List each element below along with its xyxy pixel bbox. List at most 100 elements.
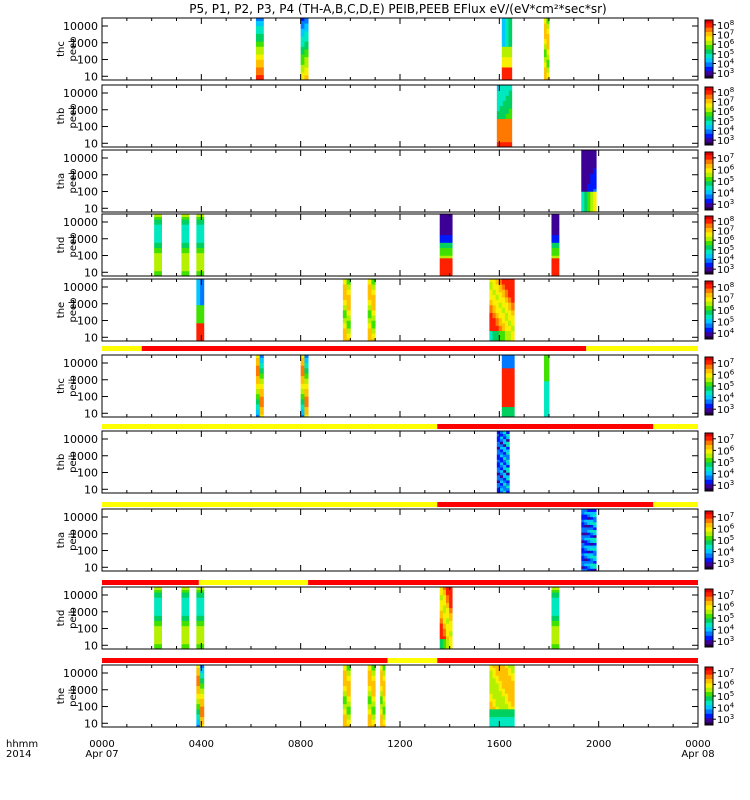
heatmap-cell [445, 625, 450, 629]
heatmap-cell [593, 527, 597, 531]
heatmap-cell [593, 550, 597, 554]
heatmap-cell [508, 286, 512, 290]
colorbar-cell [705, 130, 713, 133]
heatmap-cell [508, 690, 512, 694]
heatmap-cell [489, 721, 493, 725]
colorbar-cell [705, 95, 713, 98]
colorbar-cell [705, 377, 713, 380]
heatmap-cell [200, 221, 205, 225]
heatmap-cell [300, 396, 305, 400]
heatmap-cell [544, 59, 547, 63]
colorbar-cell [705, 110, 713, 113]
heatmap-cell [551, 628, 556, 632]
colorbar-cell [705, 154, 713, 157]
heatmap-cell [508, 406, 512, 410]
heatmap-cell [511, 388, 515, 392]
colorbar-cell [705, 636, 713, 639]
heatmap-cell [196, 322, 201, 326]
heatmap-cell [300, 28, 305, 32]
heatmap-cell [259, 378, 264, 382]
heatmap-cell [371, 338, 376, 342]
heatmap-cell [367, 677, 372, 681]
heatmap-cell [511, 297, 515, 301]
heatmap-cell [504, 714, 509, 718]
colorbar-cell [705, 323, 713, 325]
heatmap-cell [590, 173, 594, 177]
heatmap-cell [501, 317, 506, 321]
colorbar-cell [705, 186, 713, 189]
spectrogram-segment [367, 279, 376, 342]
heatmap-cell [503, 487, 507, 491]
heatmap-cell [445, 257, 450, 261]
heatmap-cell [449, 592, 453, 596]
colorbar-cell [705, 105, 713, 108]
heatmap-cell [504, 667, 509, 671]
heatmap-cell [505, 23, 509, 27]
heatmap-cell [587, 186, 591, 190]
colorbar-cell [705, 722, 713, 724]
heatmap-cell [185, 641, 190, 645]
heatmap-cell [492, 675, 496, 679]
heatmap-cell [185, 234, 190, 238]
heatmap-cell [181, 242, 186, 246]
heatmap-cell [300, 362, 305, 366]
heatmap-cell [499, 87, 504, 91]
colorbar-cell [705, 563, 713, 566]
heatmap-cell [590, 552, 594, 556]
heatmap-cell [498, 724, 503, 728]
colorbar-cell [705, 67, 713, 70]
heatmap-cell [196, 615, 201, 619]
colorbar-cell [705, 98, 713, 101]
heatmap-cell [489, 310, 493, 313]
colorbar-cell [705, 558, 713, 561]
heatmap-cell [511, 380, 515, 384]
heatmap-cell [504, 688, 509, 692]
colorbar-cell [705, 192, 713, 195]
colorbar-cell [705, 37, 713, 40]
heatmap-cell [495, 675, 500, 679]
heatmap-cell [300, 393, 305, 397]
heatmap-cell [382, 701, 386, 705]
heatmap-cell [504, 698, 509, 702]
heatmap-cell [489, 716, 493, 720]
heatmap-cell [551, 252, 556, 256]
heatmap-cell [498, 335, 503, 339]
heatmap-cell [442, 255, 447, 259]
heatmap-cell [508, 401, 512, 405]
heatmap-cell [508, 33, 513, 37]
heatmap-cell [495, 279, 500, 282]
time-axis-row-label-1: hhmm [6, 739, 38, 750]
heatmap-cell [196, 294, 201, 298]
heatmap-cell [154, 592, 159, 596]
heatmap-cell [587, 521, 591, 525]
heatmap-cell [544, 404, 547, 408]
y-tick-label: 10 [84, 407, 98, 420]
heatmap-cell [551, 625, 556, 629]
heatmap-cell [506, 438, 510, 442]
heatmap-cell [495, 322, 500, 326]
heatmap-cell [587, 209, 591, 213]
heatmap-cell [489, 672, 493, 676]
heatmap-cell [304, 370, 309, 374]
heatmap-cell [508, 708, 512, 712]
colorbar-cell [705, 684, 713, 687]
heatmap-cell [508, 108, 513, 112]
heatmap-cell [508, 721, 512, 725]
heatmap-cell [154, 607, 159, 611]
colorbar-cell [705, 412, 713, 414]
heatmap-cell [449, 268, 453, 272]
heatmap-cell [504, 380, 509, 384]
heatmap-cell [380, 690, 384, 694]
heatmap-cell [255, 355, 261, 358]
heatmap-cell [546, 49, 550, 52]
heatmap-cell [587, 527, 591, 531]
colorbar-cell [705, 34, 713, 37]
heatmap-cell [511, 675, 515, 679]
heatmap-cell [200, 703, 205, 707]
heatmap-cell [502, 90, 507, 94]
heatmap-cell [496, 121, 501, 125]
heatmap-cell [196, 607, 201, 611]
heatmap-cell [511, 696, 515, 699]
heatmap-cell [511, 279, 515, 282]
colorbar-cell [705, 301, 713, 304]
